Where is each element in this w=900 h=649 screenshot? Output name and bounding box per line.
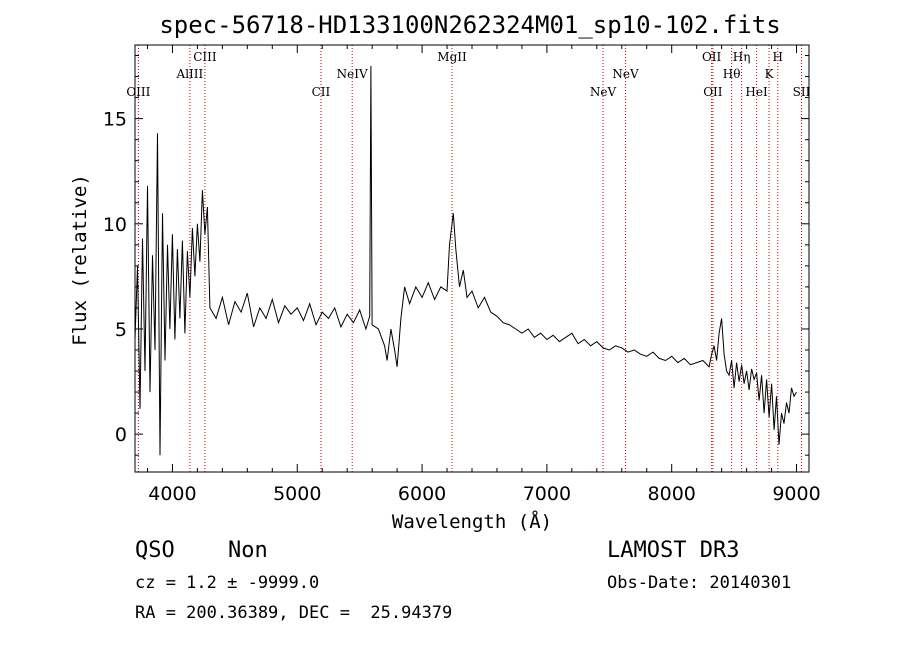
object-subclass: Non (228, 538, 268, 563)
y-axis-ticks: 0 5 10 15 (103, 55, 809, 456)
plot-frame (134, 44, 810, 473)
marker-label: NeV (590, 85, 617, 99)
survey-name: LAMOST DR3 (607, 538, 740, 563)
marker-label: SII (793, 85, 811, 99)
marker-label: CII (312, 85, 331, 99)
x-axis-ticks: 4000 5000 6000 7000 8000 9000 (146, 45, 821, 505)
y-tick-label: 0 (115, 424, 127, 446)
spectrum-series (134, 65, 797, 456)
y-tick-label: 15 (103, 109, 127, 131)
marker-label: Hθ (723, 67, 741, 81)
marker-label: AlIII (176, 67, 204, 81)
x-tick-label: 4000 (148, 483, 196, 505)
y-tick-label: 10 (103, 214, 127, 236)
x-tick-label: 6000 (398, 483, 446, 505)
marker-label: CIII (193, 50, 217, 64)
marker-label: MgII (437, 50, 467, 64)
x-tick-label: 7000 (523, 483, 571, 505)
redshift-cz: cz = 1.2 ± -9999.0 (135, 573, 320, 593)
marker-label: NeIV (337, 67, 368, 81)
y-axis-label: Flux (relative) (69, 174, 91, 346)
x-tick-label: 9000 (772, 483, 820, 505)
coordinates: RA = 200.36389, DEC = 25.94379 (135, 603, 453, 623)
x-axis-label: Wavelength (Å) (392, 510, 552, 533)
spectrum-line (134, 65, 797, 456)
marker-label: HeI (745, 85, 768, 99)
marker-label: K (765, 67, 775, 81)
marker-label: NeV (612, 67, 639, 81)
x-tick-label: 8000 (648, 483, 696, 505)
marker-label: OII (703, 85, 723, 99)
object-class: QSO (135, 538, 175, 563)
marker-label: OII (702, 50, 722, 64)
observation-date: Obs-Date: 20140301 (607, 573, 792, 593)
marker-label: H (773, 50, 783, 64)
chart-title: spec-56718-HD133100N262324M01_sp10-102.f… (159, 11, 780, 39)
x-tick-label: 5000 (273, 483, 321, 505)
marker-label: OIII (126, 85, 150, 99)
y-tick-label: 5 (115, 319, 127, 341)
marker-label: Hη (733, 50, 751, 64)
